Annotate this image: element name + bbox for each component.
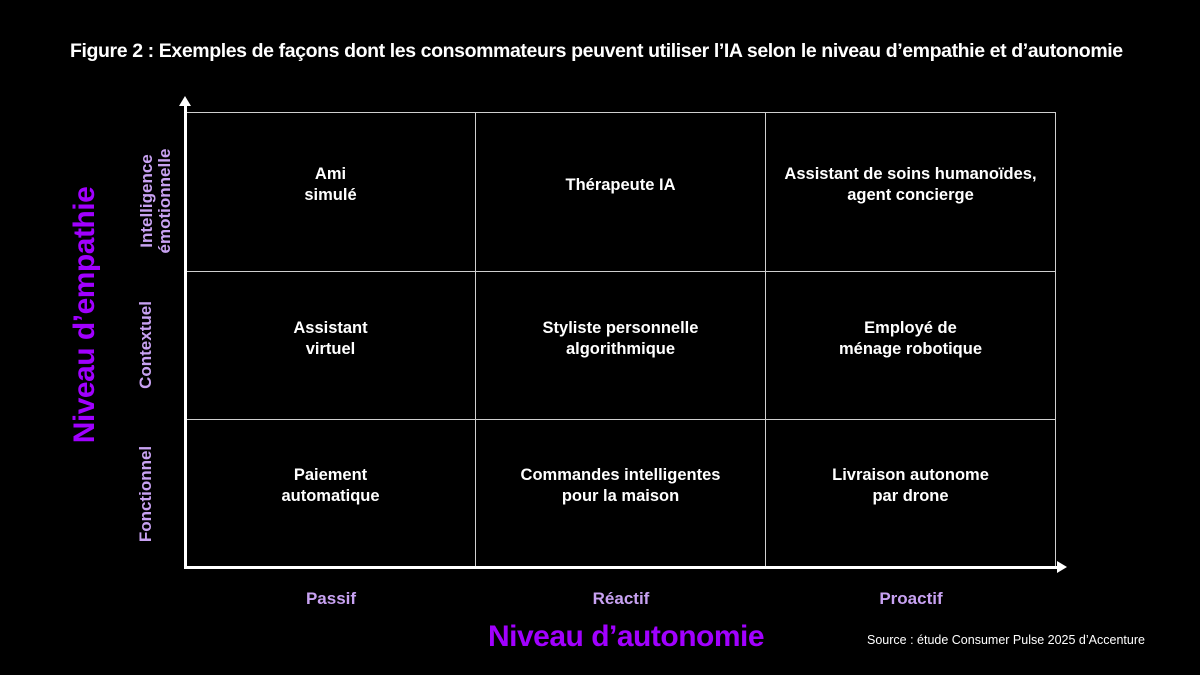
y-level-contextual: Contextuel [136,301,155,389]
x-level-passive: Passif [305,589,357,608]
x-level-reactive: Réactif [592,589,650,608]
cell-contextual-proactive: Employé de ménage robotique [766,271,1056,419]
arrow-right-icon [1057,561,1067,573]
cell-emotional-reactive: Thérapeute IA [476,112,766,271]
cell-emotional-proactive: Assistant de soins humanoïdes, agent con… [766,112,1056,271]
y-level-functional: Fonctionnel [136,445,155,543]
cell-emotional-passive: Ami simulé [186,112,476,271]
y-level-emotional: Intelligence émotionnelle [137,148,174,254]
y-axis-line [184,104,187,568]
y-axis-title: Niveau d’empathie [68,186,101,444]
arrow-up-icon [179,96,191,106]
cell-contextual-passive: Assistant virtuel [186,271,476,419]
source-note: Source : étude Consumer Pulse 2025 d’Acc… [867,633,1145,647]
x-axis-line [184,566,1058,569]
x-level-proactive: Proactif [879,589,943,608]
cell-functional-reactive: Commandes intelligentes pour la maison [476,419,766,566]
cell-contextual-reactive: Styliste personnelle algorithmique [476,271,766,419]
cell-functional-proactive: Livraison autonome par drone [766,419,1056,566]
x-axis-title: Niveau d’autonomie [488,620,765,653]
matrix-grid: Ami simulé Thérapeute IA Assistant de so… [186,112,1056,566]
figure-title: Figure 2 : Exemples de façons dont les c… [70,40,1123,62]
cell-functional-passive: Paiement automatique [186,419,476,566]
